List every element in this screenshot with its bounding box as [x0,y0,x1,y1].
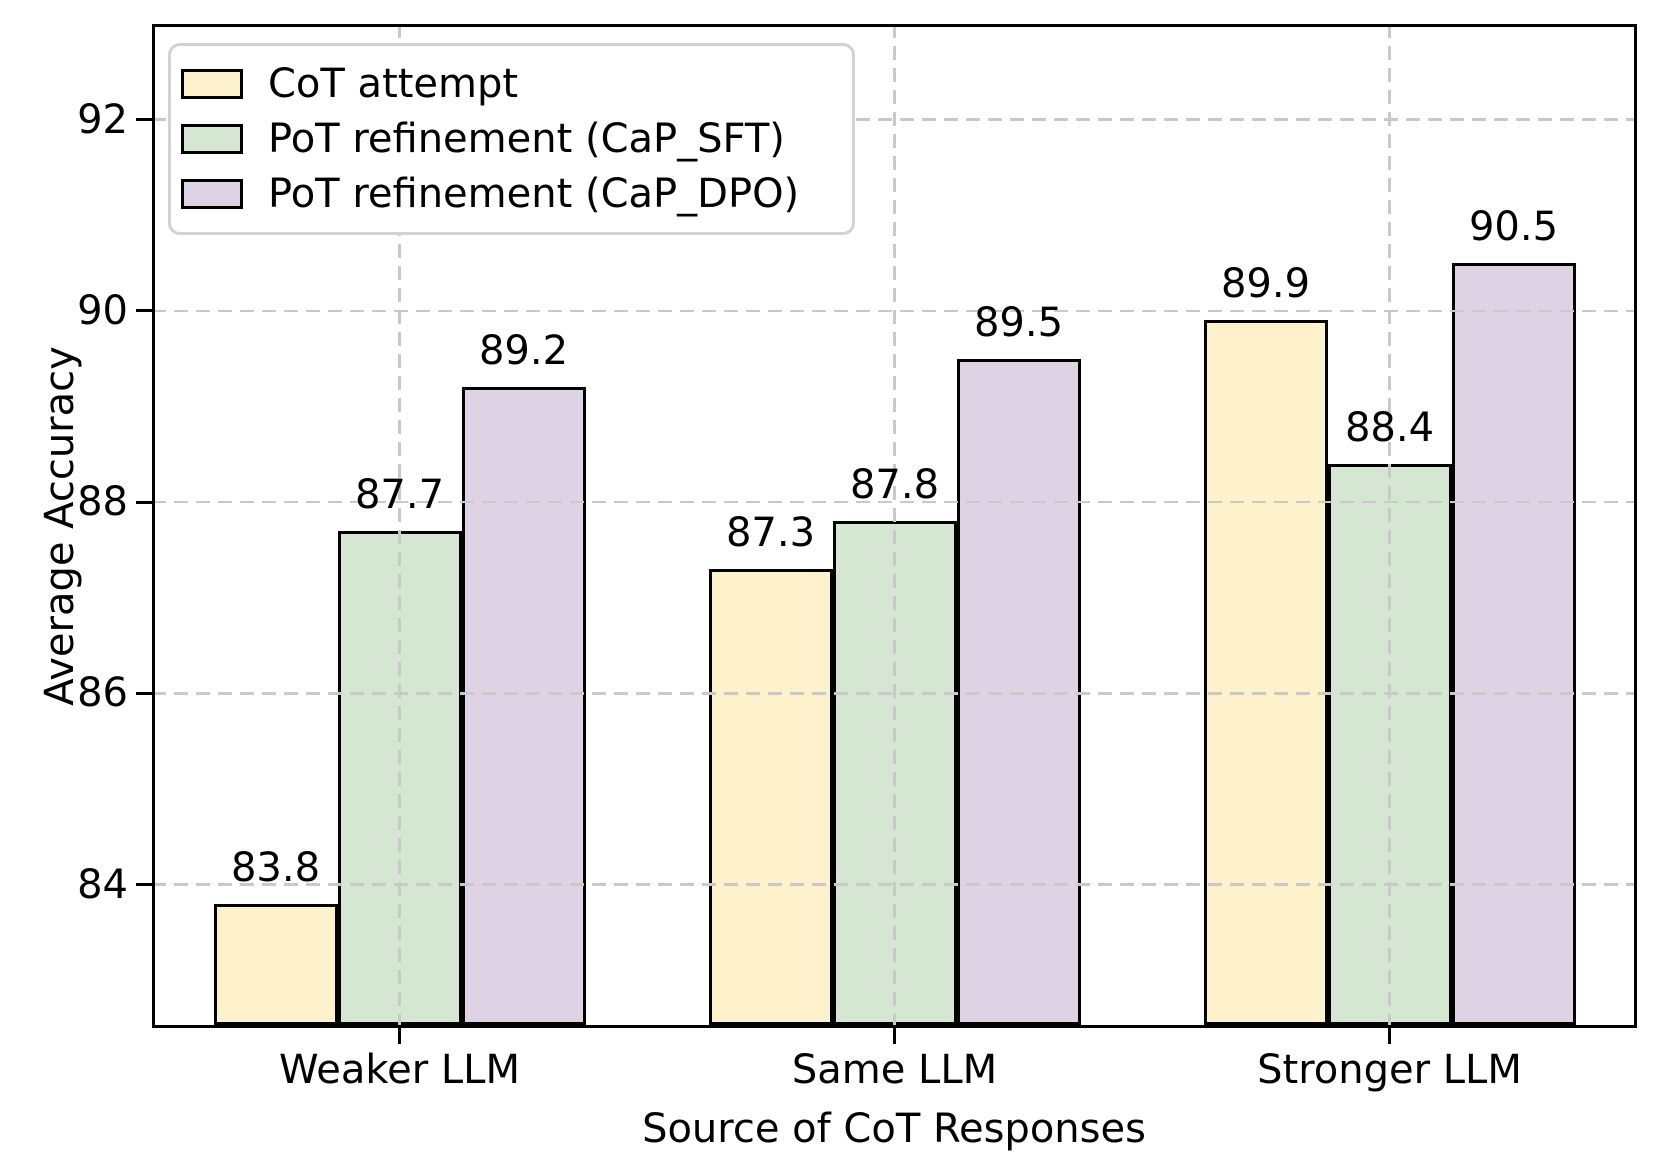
bar [832,521,957,1025]
h-gridline [152,309,1637,313]
bar [213,903,338,1025]
legend-swatch-icon [181,123,243,154]
y-tick [136,691,152,695]
bar-value-label: 87.3 [725,510,816,557]
x-tick-label: Weaker LLM [279,1047,520,1093]
bar-value-label: 90.5 [1468,204,1559,251]
legend-row: CoT attempt [181,60,828,108]
y-tick-label: 88 [77,479,128,526]
bar-value-label: 83.8 [230,844,321,891]
x-axis-title: Source of CoT Responses [642,1106,1146,1152]
x-tick-label: Stronger LLM [1257,1047,1522,1093]
y-tick-label: 90 [77,287,128,334]
legend-swatch-icon [181,179,243,210]
y-tick [136,883,152,887]
y-tick [136,309,152,313]
bar [1203,320,1328,1025]
legend-row: PoT refinement (CaP_SFT) [181,115,828,163]
bar [956,358,1081,1025]
x-tick [1388,1028,1391,1044]
bar-value-label: 89.5 [973,299,1064,346]
legend-label: PoT refinement (CaP_SFT) [268,115,785,162]
bar [1327,463,1452,1025]
x-tick [893,1028,896,1044]
x-tick-label: Same LLM [791,1047,998,1093]
y-tick-label: 92 [77,96,128,143]
bar-value-label: 89.2 [478,328,569,375]
bar [461,387,586,1025]
bar-value-label: 87.7 [354,471,445,518]
y-tick-label: 86 [77,670,128,717]
x-tick [398,1028,401,1044]
bar-value-label: 89.9 [1220,261,1311,308]
legend-label: PoT refinement (CaP_DPO) [268,171,800,218]
bar-value-label: 87.8 [849,462,940,509]
legend-label: CoT attempt [268,60,519,107]
y-tick [136,118,152,122]
legend-swatch-icon [181,68,243,99]
bar-value-label: 88.4 [1344,404,1435,451]
legend-row: PoT refinement (CaP_DPO) [181,170,828,218]
y-tick [136,500,152,504]
y-tick-label: 84 [77,861,128,908]
bar [1451,263,1576,1025]
bar [337,530,462,1025]
bar [708,569,833,1025]
legend: CoT attempt PoT refinement (CaP_SFT) PoT r… [168,43,855,235]
